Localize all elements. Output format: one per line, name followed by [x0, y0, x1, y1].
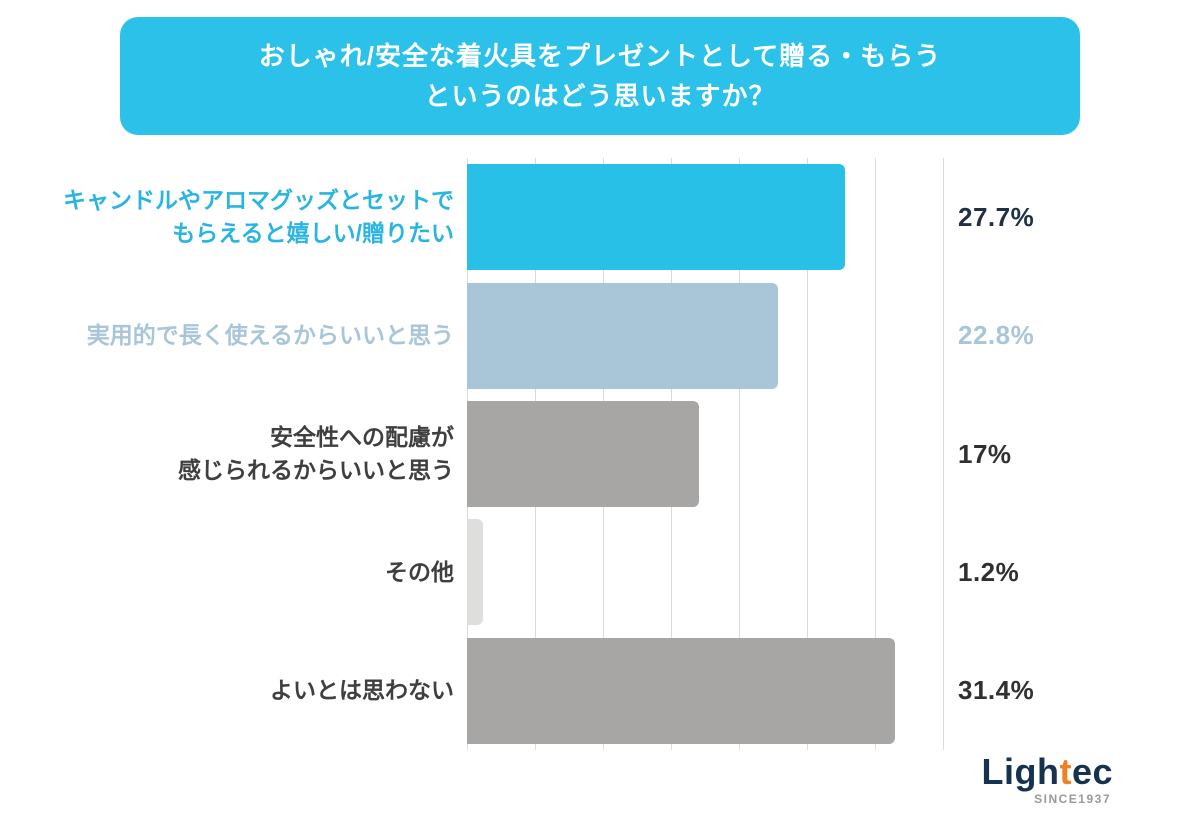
category-label: その他	[385, 558, 454, 585]
value-label: 22.8%	[958, 320, 1035, 351]
category-label: 安全性への配慮が 感じられるからいいと思う	[178, 423, 454, 484]
bar	[467, 637, 895, 744]
logo-wordmark: Lightec	[963, 752, 1113, 792]
value-label: 1.2%	[958, 556, 1020, 587]
logo-part-1: Ligh	[981, 751, 1060, 792]
chart-rows: キャンドルやアロマグッズとセットで もらえると嬉しい/贈りたい 27.7% 実用…	[0, 158, 1200, 750]
logo-since-text: SINCE1937	[1034, 791, 1111, 806]
logo-part-accent: t	[1059, 751, 1072, 792]
chart-row: キャンドルやアロマグッズとセットで もらえると嬉しい/贈りたい 27.7%	[0, 158, 1200, 276]
value-label: 31.4%	[958, 675, 1035, 706]
value-label: 27.7%	[958, 201, 1035, 232]
bar-track	[467, 632, 944, 750]
bar	[467, 401, 699, 508]
bar	[467, 282, 778, 389]
bar-track	[467, 158, 944, 276]
logo-part-2: ec	[1071, 751, 1113, 792]
chart-row: 実用的で長く使えるからいいと思う 22.8%	[0, 276, 1200, 394]
bar-track	[467, 276, 944, 394]
bar	[467, 519, 484, 626]
chart-row: その他 1.2%	[0, 513, 1200, 631]
bar	[467, 164, 845, 271]
category-label: よいとは思わない	[270, 677, 454, 704]
bar-track	[467, 395, 944, 513]
chart-row: よいとは思わない 31.4%	[0, 632, 1200, 750]
category-label: キャンドルやアロマグッズとセットで もらえると嬉しい/贈りたい	[63, 186, 454, 247]
value-label: 17%	[958, 438, 1012, 469]
bar-chart: キャンドルやアロマグッズとセットで もらえると嬉しい/贈りたい 27.7% 実用…	[0, 158, 1200, 750]
lightec-logo: Lightec SINCE1937	[963, 752, 1113, 806]
category-label: 実用的で長く使えるからいいと思う	[86, 321, 454, 348]
chart-row: 安全性への配慮が 感じられるからいいと思う 17%	[0, 395, 1200, 513]
survey-title-banner: おしゃれ/安全な着火具をプレゼントとして贈る・もらう というのはどう思いますか？	[120, 17, 1080, 135]
bar-track	[467, 513, 944, 631]
